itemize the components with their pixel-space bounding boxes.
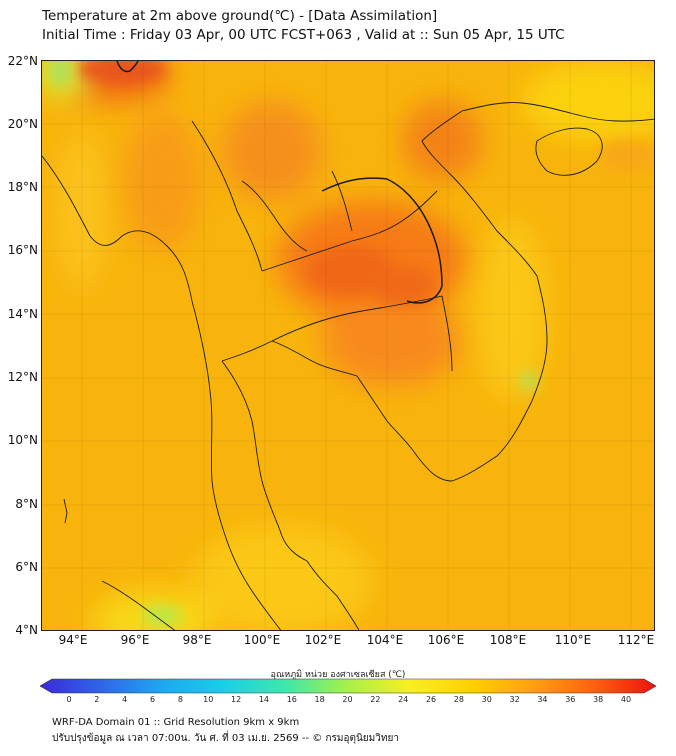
lat-label-18: 18°N [7,180,38,194]
colorbar-tick-label: 38 [593,695,604,704]
colorbar-tick-label: 4 [122,695,128,704]
lon-label-96: 96°E [120,633,150,647]
graticule [42,61,654,630]
colorbar-tick-label: 40 [620,695,632,704]
lat-label-20: 20°N [7,117,38,131]
colorbar-tick-label: 26 [425,695,437,704]
lat-label-8: 8°N [15,497,38,511]
map-subtitle: Initial Time : Friday 03 Apr, 00 UTC FCS… [42,27,565,43]
region-outline [116,61,443,304]
lon-label-110: 110°E [554,633,592,647]
lon-label-94: 94°E [58,633,88,647]
colorbar-tick-label: 12 [231,695,242,704]
colorbar-tick-label: 22 [370,695,381,704]
footer-update-info: ปรับปรุงข้อมูล ณ เวลา 07:00น. วัน ศ. ที่… [52,733,399,744]
colorbar-tick-label: 30 [481,695,492,704]
lat-label-10: 10°N [7,433,38,447]
colorbar-tick-label: 36 [565,695,576,704]
colorbar-tick-label: 0 [66,695,72,704]
colorbar-tick-label: 8 [177,695,183,704]
colorbar-tick-label: 28 [453,695,464,704]
lon-label-98: 98°E [182,633,212,647]
lat-label-12: 12°N [7,370,38,384]
lat-label-14: 14°N [7,307,38,321]
colorbar-tick-label: 2 [94,695,100,704]
colorbar-label: อุณหภูมิ หน่วย องศาเซลเซียส (℃) [270,670,406,680]
colorbar-tick-label: 16 [286,695,297,704]
colorbar-tick-label: 14 [258,695,270,704]
colorbar-tick-label: 6 [150,695,156,704]
lat-label-16: 16°N [7,243,38,257]
lon-label-104: 104°E [366,633,404,647]
lat-label-22: 22°N [7,54,38,68]
temperature-highlights [50,61,654,626]
lon-label-106: 106°E [427,633,465,647]
colorbar-tick-label: 34 [537,695,548,704]
lon-label-112: 112°E [617,633,655,647]
colorbar-tick-label: 18 [314,695,325,704]
colorbar-tick-label: 32 [509,695,520,704]
lat-label-4: 4°N [15,623,38,637]
colorbar-tick-label: 20 [342,695,353,704]
lat-label-6: 6°N [15,560,38,574]
lon-label-102: 102°E [304,633,342,647]
lon-label-108: 108°E [489,633,527,647]
colorbar-tick-label: 24 [398,695,409,704]
colorbar [40,678,656,694]
lon-label-100: 100°E [243,633,281,647]
temperature-field [42,61,654,630]
colorbar-tick-label: 10 [203,695,214,704]
map-title: Temperature at 2m above ground(℃) - [Dat… [42,8,438,24]
footer-model-info: WRF-DA Domain 01 :: Grid Resolution 9km … [52,717,300,728]
country-borders [42,102,654,630]
temperature-map [41,60,655,631]
